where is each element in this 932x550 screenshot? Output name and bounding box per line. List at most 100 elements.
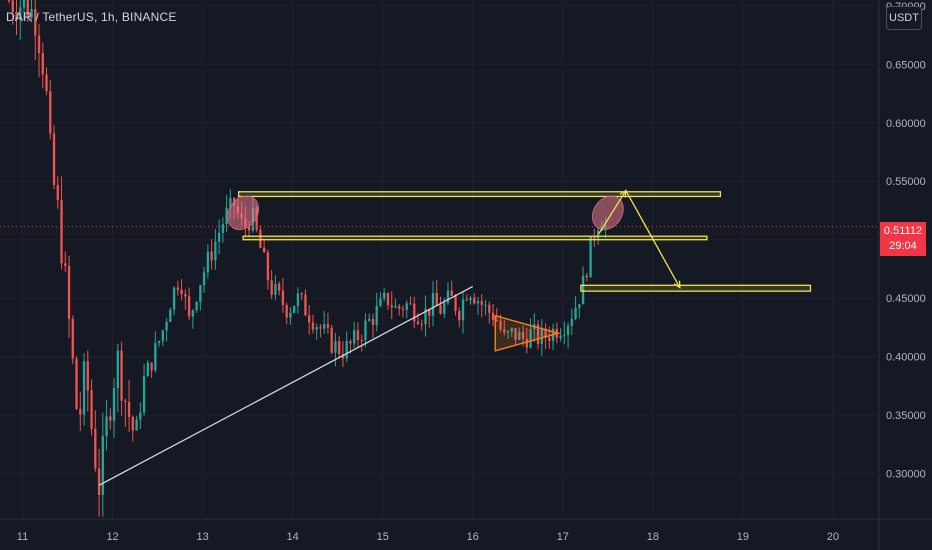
candle-body [593,236,596,239]
candle-body [379,298,382,306]
candle-body [26,0,29,18]
candle-body [296,293,300,307]
candle-body [293,306,296,313]
candle-body [405,303,408,310]
candle-body [353,330,356,344]
candle-body [289,312,292,318]
candle-body [540,328,543,344]
candle-body [266,252,270,281]
candle-body [75,358,78,409]
candle-body [454,295,457,311]
candle-body [127,401,131,417]
candle-body [274,283,277,295]
price-zone-rectangle [237,191,722,198]
y-tick-label: 0.55000 [886,176,926,188]
candle-body [56,185,59,200]
candle-body [529,329,532,348]
highlight-ellipse [227,195,260,231]
y-tick-label: 0.35000 [886,410,926,422]
candle-body [176,287,180,290]
candle-body [161,330,165,342]
candle-body [349,341,352,344]
x-tick-label: 11 [17,531,28,543]
candle-body [345,341,348,359]
price-zone-rectangle [580,284,812,292]
candle-body [150,362,153,371]
candle-body [37,35,41,53]
candle-body [64,263,67,266]
triangle-pattern [494,314,562,352]
candle-body [394,306,397,308]
candle-body [259,229,262,248]
candle-body [514,328,517,340]
candle-body [41,52,44,75]
candle-body [458,310,461,321]
candle-body [390,305,393,308]
candle-body [330,327,333,353]
y-tick-label: 0.65000 [886,59,926,71]
candle-body [116,350,119,389]
candle-body [484,304,487,306]
candle-body [19,7,22,21]
x-tick-label: 16 [467,531,479,543]
candle-body [596,230,600,239]
x-tick-label: 19 [737,531,749,543]
candle-body [304,294,307,316]
candle-body [82,361,86,415]
candle-body [247,226,251,231]
candle-body [199,285,202,303]
candle-body [574,307,577,319]
currency-unit-button[interactable]: USDT [886,6,922,30]
candle-body [585,275,588,278]
x-tick-label: 13 [196,531,208,543]
candle-body [101,436,104,495]
candle-body [334,341,337,353]
candle-body [172,287,176,310]
candle-body [559,335,562,338]
candle-body [281,290,285,305]
candle-body [7,0,11,1]
candle-body [495,319,498,321]
candle-body [499,320,502,330]
candle-body [112,388,116,421]
last-price-label: 0.51112 29:04 [880,222,926,256]
candle-body [383,292,386,299]
candle-body [461,299,465,321]
candle-body [11,0,14,12]
candle-body [15,11,18,21]
candle-body [566,325,570,336]
x-tick-label: 14 [287,531,299,543]
candle-body [443,302,446,314]
candle-body [315,327,318,330]
candle-body [210,251,213,261]
candle-body [548,337,551,341]
candle-body [480,301,483,305]
candle-body [503,329,506,333]
x-tick-label: 18 [647,531,659,543]
candle-body [431,292,435,316]
candle-body [420,323,423,325]
candle-body [86,361,89,391]
candle-body [338,341,341,355]
highlight-ellipse [591,195,624,231]
candle-body [319,327,322,329]
candle-body [416,321,420,324]
bar-countdown: 29:04 [889,240,917,252]
candle-body [180,289,183,295]
candle-body [368,318,371,321]
candle-body [525,338,528,348]
candle-body [401,308,405,310]
candle-body [30,9,33,18]
candle-body [518,331,521,340]
candle-body [356,330,360,341]
candle-body [34,9,37,36]
price-zone-rectangle [242,235,708,241]
candle-body [154,343,157,371]
candle-body [187,296,191,317]
candle-body [52,133,56,186]
candle-body [124,400,127,402]
candle-body [439,305,442,314]
